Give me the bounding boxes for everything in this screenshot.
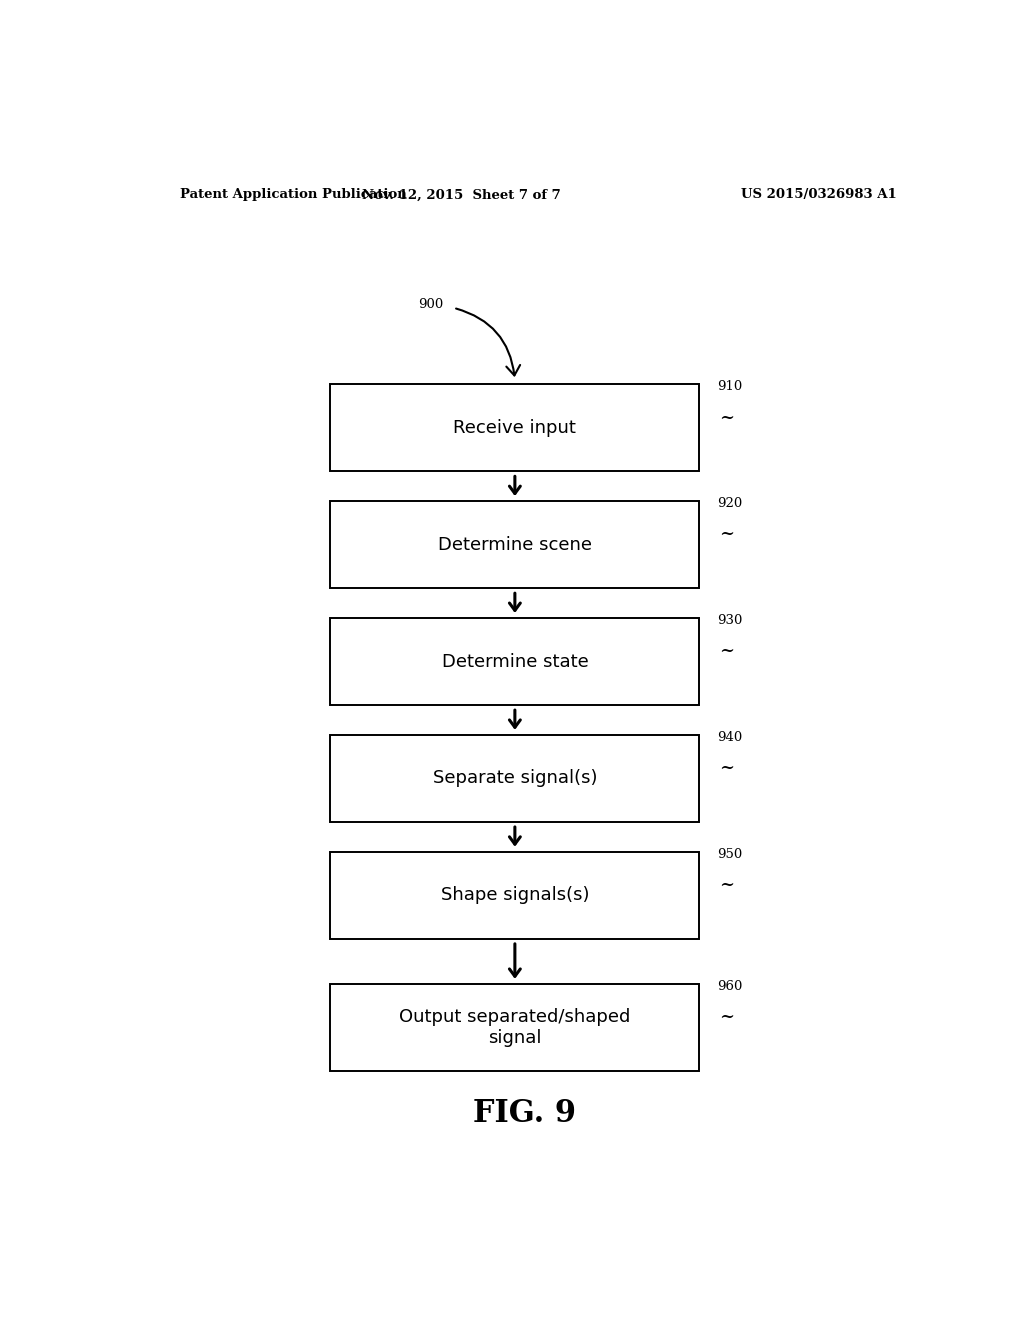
Text: 960: 960 [717, 979, 742, 993]
Text: US 2015/0326983 A1: US 2015/0326983 A1 [740, 189, 896, 202]
Text: 910: 910 [717, 380, 742, 393]
FancyBboxPatch shape [331, 618, 699, 705]
Text: 950: 950 [717, 847, 742, 861]
FancyBboxPatch shape [331, 851, 699, 939]
FancyBboxPatch shape [331, 735, 699, 822]
Text: Determine scene: Determine scene [438, 536, 592, 553]
FancyBboxPatch shape [331, 983, 699, 1071]
Text: ~: ~ [719, 759, 734, 777]
Text: 940: 940 [717, 731, 742, 743]
Text: 900: 900 [418, 298, 443, 312]
Text: ~: ~ [719, 876, 734, 894]
FancyBboxPatch shape [331, 384, 699, 471]
Text: Output separated/shaped
signal: Output separated/shaped signal [399, 1008, 631, 1047]
Text: ~: ~ [719, 1008, 734, 1026]
Text: Patent Application Publication: Patent Application Publication [179, 189, 407, 202]
Text: Receive input: Receive input [454, 418, 577, 437]
Text: 920: 920 [717, 496, 742, 510]
Text: ~: ~ [719, 525, 734, 544]
Text: Separate signal(s): Separate signal(s) [432, 770, 597, 788]
Text: ~: ~ [719, 408, 734, 426]
Text: Determine state: Determine state [441, 652, 588, 671]
Text: 930: 930 [717, 614, 742, 627]
Text: Nov. 12, 2015  Sheet 7 of 7: Nov. 12, 2015 Sheet 7 of 7 [361, 189, 561, 202]
FancyArrowPatch shape [456, 309, 520, 375]
Text: Shape signals(s): Shape signals(s) [440, 886, 589, 904]
Text: FIG. 9: FIG. 9 [473, 1098, 577, 1130]
Text: ~: ~ [719, 643, 734, 660]
FancyBboxPatch shape [331, 500, 699, 589]
